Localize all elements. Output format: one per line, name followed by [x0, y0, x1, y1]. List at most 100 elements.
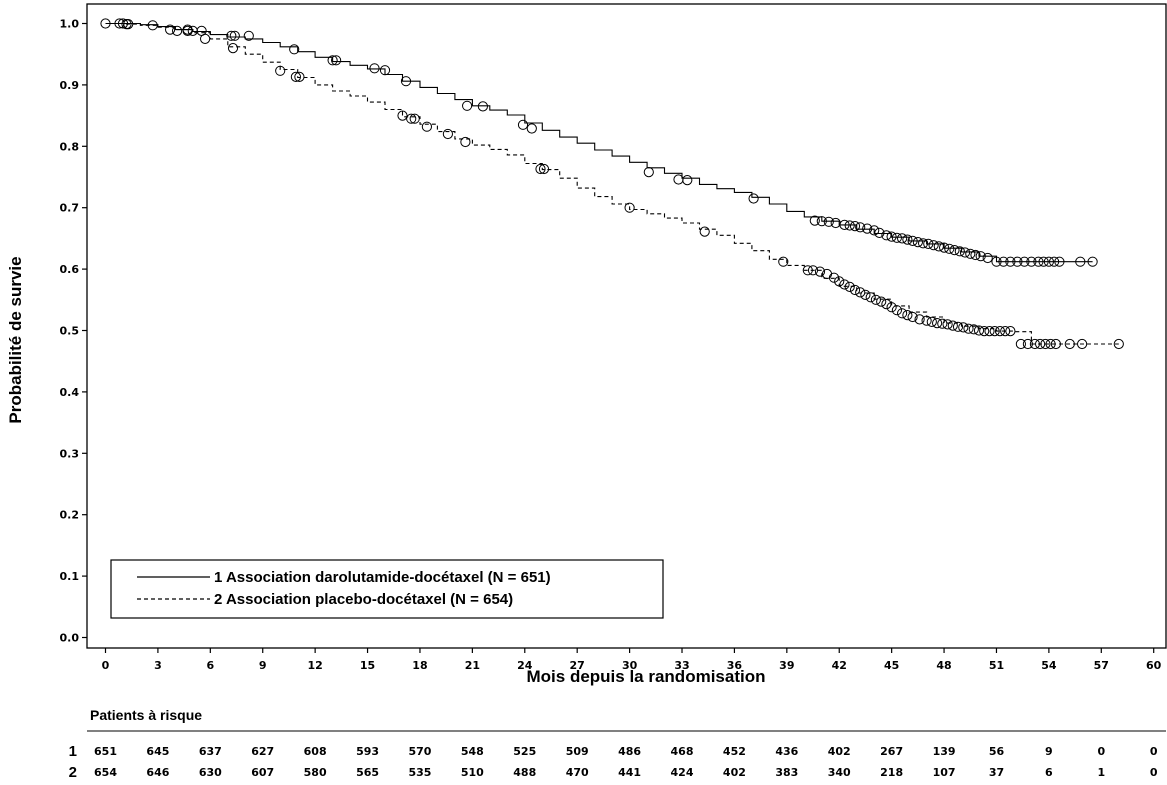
risk-row-label-1: 1 [69, 743, 77, 760]
risk-cell: 6 [1045, 766, 1053, 779]
y-tick-label: 0.2 [60, 509, 80, 522]
x-tick-label: 27 [570, 659, 585, 672]
risk-cell: 441 [618, 766, 641, 779]
series-1-censor-mark [959, 247, 971, 258]
y-tick-label: 0.8 [60, 140, 80, 153]
risk-cell: 654 [94, 766, 117, 779]
series-2-censor-mark [1000, 326, 1011, 337]
series-2-censor-mark [855, 287, 866, 298]
risk-cell: 608 [304, 745, 327, 758]
series-2-censor-mark [834, 276, 845, 287]
series-1-censor-mark [229, 30, 240, 41]
legend-box [110, 559, 664, 619]
series-1-censor-mark [526, 123, 537, 134]
y-tick-label: 1.0 [60, 18, 80, 31]
plot-frame [86, 3, 1167, 649]
series-1-censor-mark [643, 167, 654, 178]
series-2-censor-mark [844, 281, 855, 292]
x-tick-label: 15 [360, 659, 375, 672]
risk-cell: 0 [1097, 745, 1105, 758]
series-1-censor-mark [939, 242, 950, 253]
series-1-censor-mark [673, 174, 684, 185]
risk-cell: 488 [513, 766, 536, 779]
risk-cell: 139 [933, 745, 956, 758]
risk-cell: 470 [566, 766, 589, 779]
series-2-censor-mark [881, 299, 892, 310]
risk-cell: 107 [933, 766, 956, 779]
x-axis-title: Mois depuis la randomisation [527, 667, 766, 686]
series-2-censor-mark [968, 324, 979, 335]
series-2-censor-mark [802, 265, 813, 276]
x-tick-label: 51 [989, 659, 1004, 672]
risk-cell: 627 [251, 745, 274, 758]
series-2-censor-mark [963, 323, 974, 334]
series-1-censor-mark [949, 245, 960, 256]
series-2-censor-mark [1022, 338, 1034, 350]
x-tick-label: 24 [517, 659, 533, 672]
series-1-censor-mark [748, 193, 759, 204]
x-tick-label: 3 [154, 659, 162, 672]
series-1-censor-mark [226, 30, 237, 41]
risk-table-title: Patients à risque [90, 707, 202, 723]
series-2-censor-mark [942, 319, 953, 330]
series-2-censor-mark [907, 311, 918, 323]
risk-cell: 0 [1150, 766, 1158, 779]
series-2-censor-mark [902, 310, 913, 321]
series-1-censor-mark [369, 63, 380, 74]
risk-cell: 645 [146, 745, 169, 758]
y-tick-label: 0.1 [60, 570, 80, 583]
series-1-censor-mark [991, 256, 1002, 267]
x-tick-label: 48 [936, 659, 951, 672]
risk-cell: 1 [1097, 766, 1105, 779]
series-1-censor-mark [172, 25, 183, 36]
series-1-censor-mark [944, 243, 955, 254]
series-1-censor-mark [289, 44, 300, 55]
series-2-censor-mark [290, 71, 301, 83]
series-1-censor-mark [923, 238, 934, 249]
series-1-censor-mark [1043, 256, 1055, 267]
series-1-censor-mark [918, 238, 929, 249]
series-1-censor-mark [1054, 256, 1065, 267]
series-1-censor-mark [869, 225, 880, 236]
series-1-censor-mark [928, 240, 939, 251]
series-1-censor-mark [881, 230, 892, 241]
x-tick-label: 33 [674, 659, 689, 672]
series-1-censor-mark [965, 248, 976, 259]
x-tick-label: 6 [206, 659, 214, 672]
series-2-censor-mark [1077, 338, 1088, 350]
risk-cell: 436 [775, 745, 798, 758]
risk-cell: 525 [513, 745, 536, 758]
series-2-censor-mark [860, 289, 871, 300]
y-tick-label: 0.3 [60, 447, 80, 460]
risk-cell: 340 [828, 766, 851, 779]
y-tick-label: 0.9 [60, 79, 80, 92]
risk-cell: 570 [408, 745, 431, 758]
risk-cell: 452 [723, 745, 746, 758]
series-1-censor-mark [1087, 256, 1098, 267]
x-tick-label: 21 [465, 659, 480, 672]
y-tick-label: 0.4 [60, 386, 80, 399]
series-2-censor-mark [624, 202, 635, 213]
legend-label-1: 1 Association darolutamide-docétaxel (N … [214, 569, 551, 586]
risk-cell: 402 [723, 766, 746, 779]
series-1-censor-mark [165, 24, 176, 35]
risk-cell: 9 [1045, 745, 1053, 758]
series-2-censor-mark [897, 308, 908, 319]
series-1-censor-mark [816, 216, 827, 227]
y-tick-label: 0.0 [60, 632, 80, 645]
series-1-censor-mark [907, 235, 918, 246]
survival-curves [100, 18, 1124, 350]
risk-cell: 630 [199, 766, 222, 779]
series-2-censor-mark [952, 321, 964, 332]
series-1-censor-mark [1033, 256, 1044, 267]
y-axis-title: Probabilité de survie [6, 256, 25, 423]
risk-cell: 565 [356, 766, 379, 779]
x-tick-label: 0 [102, 659, 110, 672]
y-tick-label: 0.6 [60, 263, 80, 276]
series-2-censor-mark [535, 163, 546, 175]
series-2-censor-mark [1045, 338, 1056, 350]
series-1-censor-mark [517, 119, 529, 130]
series-2-censor-mark [937, 318, 948, 329]
x-tick-label: 30 [622, 659, 638, 672]
